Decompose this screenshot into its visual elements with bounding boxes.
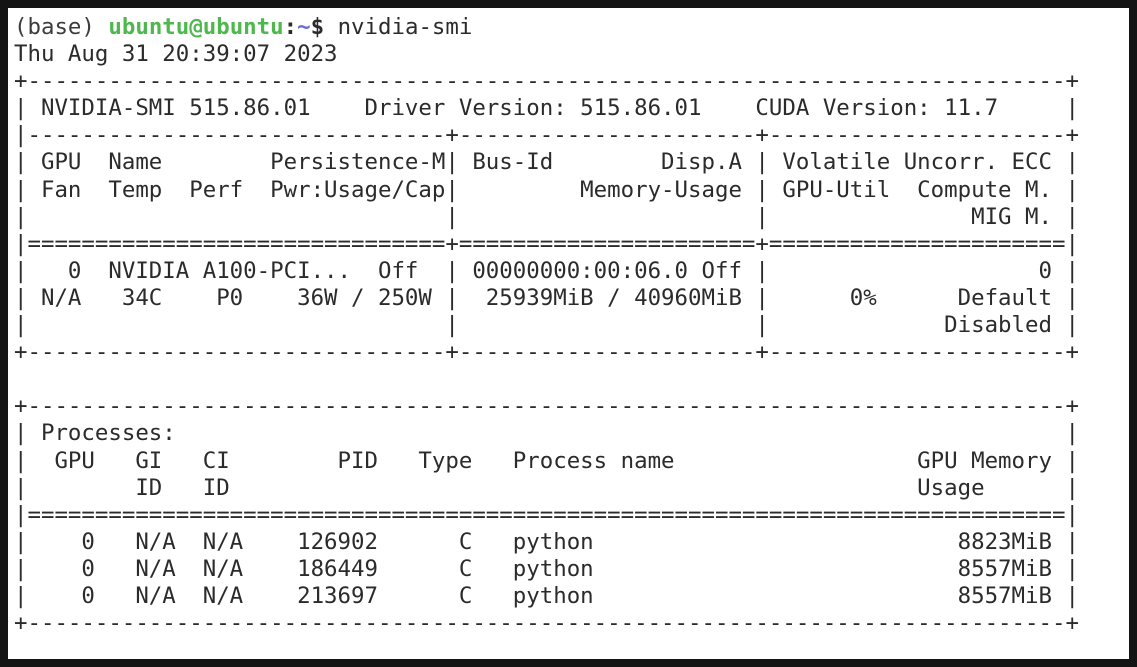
prompt-space [324,14,337,40]
prompt-dollar-sign: $ [310,14,325,40]
prompt-path: ~ [297,14,311,40]
prompt-colon: : [283,14,298,40]
user-host-label: ubuntu@ubuntu [108,14,284,40]
shell-prompt-line: (base) ubuntu@ubuntu:~$ nvidia-smi [8,14,1129,41]
window-frame-bottom [0,659,1137,667]
nvidia-smi-output: Thu Aug 31 20:39:07 2023 +--------------… [14,41,1079,637]
window-frame-left [0,0,8,667]
window-frame-right [1129,0,1137,667]
terminal-window[interactable]: (base) ubuntu@ubuntu:~$ nvidia-smi Thu A… [8,8,1129,659]
conda-env-label: (base) [14,14,109,40]
command-input[interactable]: nvidia-smi [337,14,473,40]
window-frame-top [0,0,1137,8]
